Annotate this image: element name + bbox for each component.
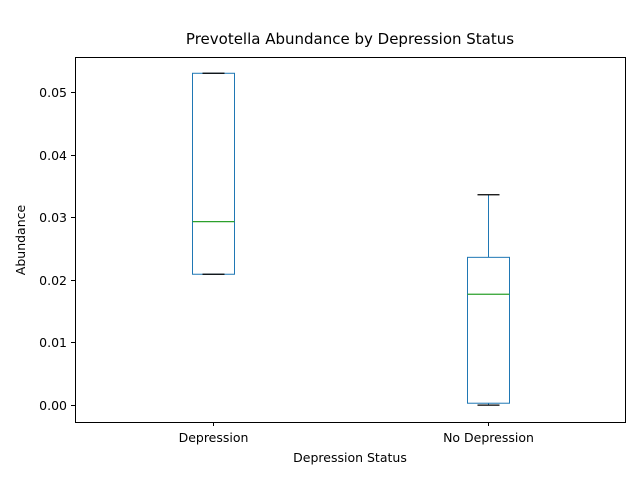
y-tick-label: 0.03 [39, 210, 67, 225]
chart-title: Prevotella Abundance by Depression Statu… [186, 30, 514, 48]
y-tick-label: 0.00 [39, 398, 67, 413]
x-tick-label: No Depression [443, 430, 534, 445]
y-tick-label: 0.04 [39, 148, 67, 163]
x-axis: Depression No Depression [179, 422, 534, 445]
y-tick-label: 0.05 [39, 85, 67, 100]
y-axis-label: Abundance [13, 204, 28, 275]
box-iqr [192, 72, 235, 275]
y-tick-label: 0.02 [39, 273, 67, 288]
plot-frame [75, 57, 626, 423]
plot-area [192, 72, 510, 406]
box-group [467, 194, 510, 406]
y-axis: 0.00 0.01 0.02 0.03 0.04 0.05 [39, 85, 75, 413]
box-group [192, 72, 235, 275]
y-tick-label: 0.01 [39, 335, 67, 350]
x-tick-label: Depression [179, 430, 249, 445]
box-iqr [467, 256, 510, 404]
x-axis-label: Depression Status [293, 450, 407, 465]
